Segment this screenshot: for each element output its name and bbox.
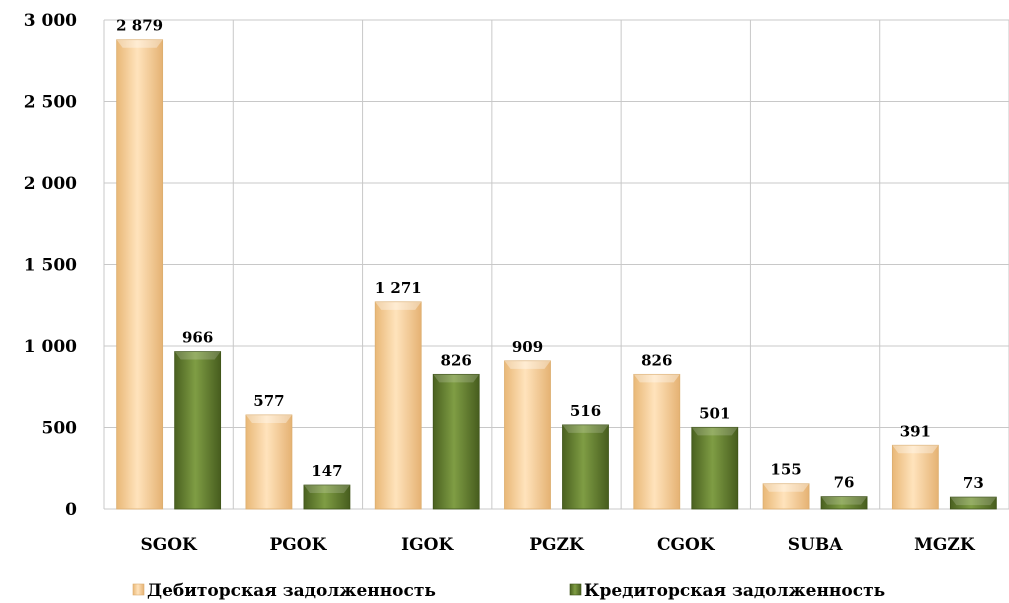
bar-bevel: [892, 445, 939, 454]
legend-swatch-series-2: [569, 583, 582, 596]
y-tick-label: 500: [42, 419, 78, 439]
bar-bevel: [433, 374, 480, 383]
bars: [116, 39, 997, 510]
bar-bevel: [116, 39, 163, 48]
y-tick-label: 3 000: [24, 11, 77, 31]
bar-bevel: [504, 360, 551, 369]
bar-bevel: [691, 427, 738, 436]
y-tick-label: 0: [65, 500, 77, 520]
legend: Дебиторская задолженность Кредиторская за…: [132, 581, 885, 601]
bar-pgok-series-1: [245, 414, 293, 510]
data-label: 909: [512, 338, 543, 356]
bar-mgzk-series-1: [891, 444, 939, 510]
data-label: 73: [963, 474, 984, 492]
bar-mgzk-series-2: [949, 496, 997, 510]
data-label: 2 879: [116, 17, 163, 35]
data-label: 76: [834, 474, 855, 492]
bar-sgok-series-2: [174, 351, 222, 510]
data-label: 391: [900, 422, 931, 440]
data-label: 501: [699, 404, 730, 422]
data-label: 155: [770, 461, 801, 479]
y-tick-label: 2 500: [24, 93, 77, 113]
bar-bevel: [950, 497, 997, 506]
bar-bevel: [303, 485, 350, 494]
x-category-label: PGOK: [269, 535, 327, 555]
bar-cgok-series-1: [633, 373, 681, 510]
data-labels: 2 879 966 577 147 1 271 826 909 516 826 501 155 76 3…: [116, 17, 984, 492]
legend-label-series-1: Дебиторская задолженность: [147, 581, 436, 601]
bar-suba-series-2: [820, 496, 868, 510]
data-label: 147: [311, 462, 342, 480]
data-label: 577: [253, 392, 284, 410]
y-axis-ticks: 0 500 1 000 1 500 2 000 2 500 3 000: [24, 11, 77, 520]
bar-cgok-series-2: [691, 426, 739, 510]
bar-sgok-series-1: [116, 39, 164, 510]
bar-igok-series-2: [432, 373, 480, 510]
data-label: 516: [570, 402, 601, 420]
bar-bevel: [245, 414, 292, 423]
bar-pgzk-series-1: [504, 360, 551, 510]
y-tick-label: 2 000: [24, 174, 77, 194]
legend-label-series-2: Кредиторская задолженность: [584, 581, 885, 601]
x-category-label: PGZK: [529, 535, 585, 555]
bar-suba-series-1: [762, 483, 810, 510]
data-label: 826: [441, 351, 472, 369]
x-axis-categories: SGOK PGOK IGOK PGZK CGOK SUBA MGZK: [140, 535, 975, 555]
bar-bevel: [562, 424, 609, 433]
data-label: 966: [182, 329, 213, 347]
x-category-label: IGOK: [401, 535, 454, 555]
bar-igok-series-1: [374, 301, 422, 510]
bar-bevel: [763, 483, 810, 492]
bar-pgzk-series-2: [562, 424, 609, 510]
bar-bevel: [174, 351, 221, 360]
x-category-label: MGZK: [914, 535, 976, 555]
bar-bevel: [375, 301, 422, 310]
bar-bevel: [633, 374, 680, 383]
x-category-label: CGOK: [657, 535, 716, 555]
x-category-label: SGOK: [140, 535, 198, 555]
legend-swatch-series-1: [132, 583, 145, 596]
data-label: 1 271: [375, 279, 422, 297]
gridlines: [103, 19, 1009, 510]
bar-bevel: [821, 496, 868, 505]
y-tick-label: 1 000: [24, 337, 77, 357]
y-tick-label: 1 500: [24, 256, 77, 276]
bar-pgok-series-2: [303, 484, 351, 510]
x-category-label: SUBA: [788, 535, 843, 555]
data-label: 826: [641, 351, 672, 369]
